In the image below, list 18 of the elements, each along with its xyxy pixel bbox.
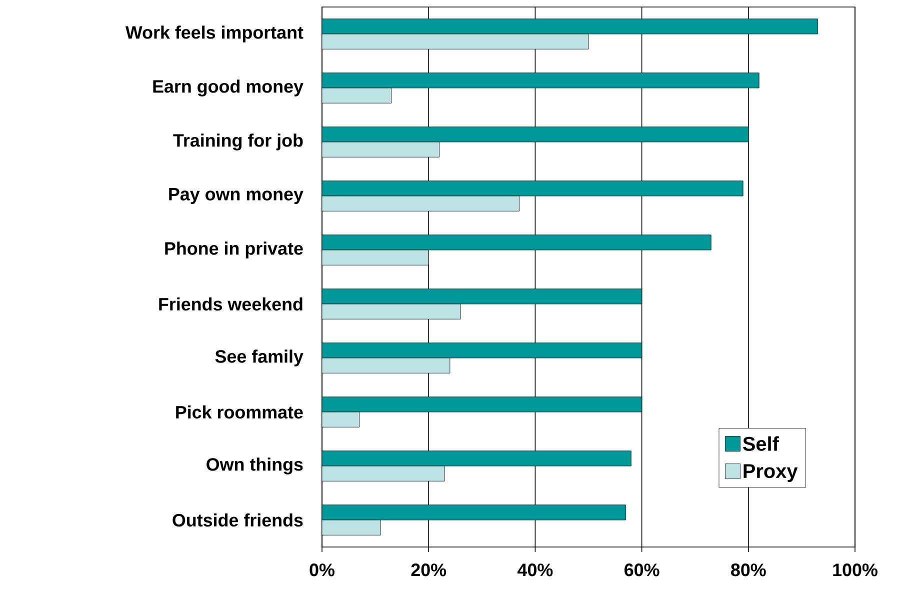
x-tick-label: 80% (731, 564, 766, 576)
y-tick-label: Pay own money (169, 188, 304, 204)
x-tick-label: 100% (833, 564, 878, 576)
y-tick-label: Own things (206, 458, 303, 474)
y-tick-label: Friends weekend (159, 297, 302, 311)
y-tick-label: Pick roommate (176, 405, 303, 419)
x-tick-label: 0% (310, 564, 334, 576)
y-tick-label: Work feels important (125, 26, 304, 42)
x-tick-label: 40% (518, 564, 553, 576)
y-tick-label: Training for job (173, 134, 303, 150)
y-tick-label: See family (215, 350, 304, 366)
y-tick-label: Phone in private (165, 242, 303, 258)
legend-label: Self (742, 436, 779, 451)
x-tick-label: 60% (624, 564, 660, 576)
legend-label: Proxy (744, 464, 798, 482)
y-tick-label: Earn good money (153, 80, 304, 96)
y-tick-label: Outside friends (172, 513, 303, 527)
x-tick-label: 20% (411, 564, 446, 576)
